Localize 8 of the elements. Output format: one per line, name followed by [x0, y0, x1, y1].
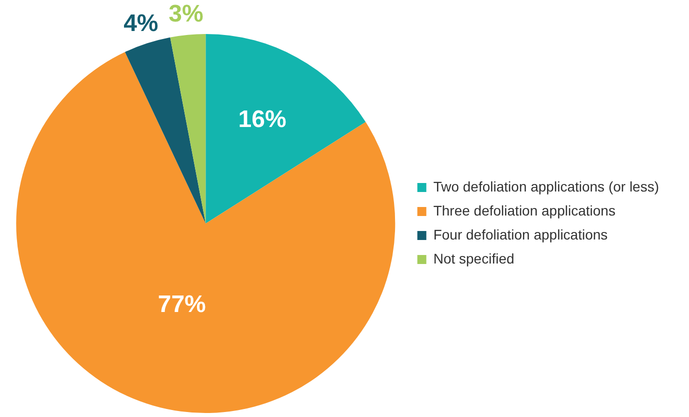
legend-label: Four defoliation applications — [433, 226, 608, 242]
legend-label: Two defoliation applications (or less) — [433, 178, 660, 194]
data-label: 4% — [124, 10, 158, 37]
legend-label: Not specified — [433, 250, 514, 266]
legend-label: Three defoliation applications — [433, 202, 616, 218]
data-label: 3% — [168, 0, 204, 28]
data-label: 77% — [158, 291, 206, 318]
data-label: 16% — [238, 106, 286, 134]
